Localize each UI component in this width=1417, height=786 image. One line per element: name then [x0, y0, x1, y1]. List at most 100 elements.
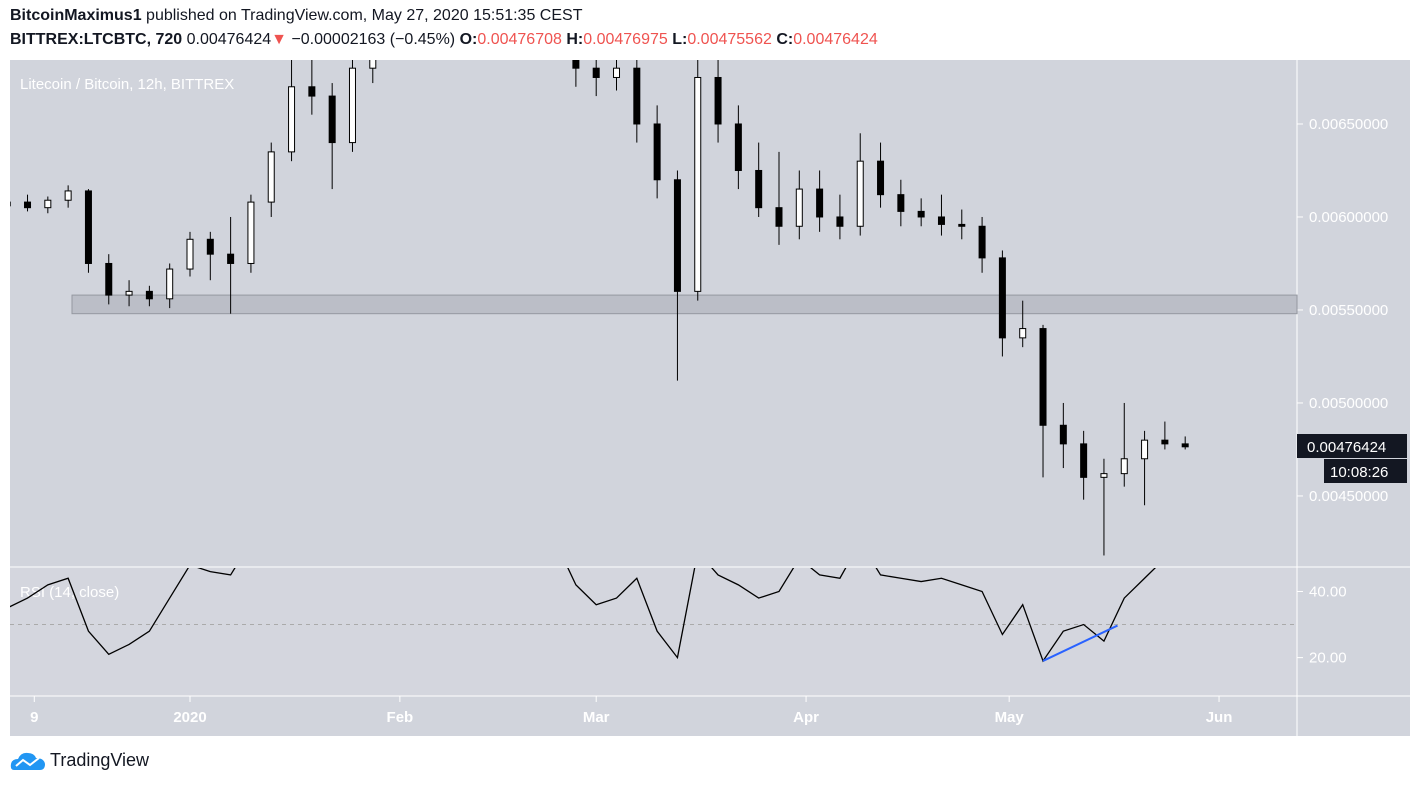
countdown-text: 10:08:26	[1330, 464, 1388, 481]
rsi-tick-label: 20.00	[1309, 650, 1347, 667]
candle	[653, 105, 661, 199]
candle-body	[1141, 439, 1149, 460]
candle	[1141, 430, 1149, 506]
candle-body	[369, 60, 377, 69]
rsi-pane	[10, 568, 1297, 696]
candles	[10, 0, 1189, 556]
candle-body	[795, 188, 803, 227]
candle	[247, 194, 255, 273]
time-axis[interactable]: 9 2020 Feb Mar Apr May Jun	[30, 696, 1232, 726]
candle-body	[1181, 443, 1189, 448]
candle-body	[755, 169, 763, 209]
symbol: BITTREX:LTCBTC, 720	[10, 31, 183, 48]
candle-body	[958, 223, 966, 227]
candle	[816, 170, 824, 232]
high-value: 0.00476975	[583, 31, 668, 48]
candle	[390, 0, 396, 31]
candle-body	[308, 86, 316, 97]
candle-body	[328, 95, 336, 144]
candle	[532, 0, 538, 12]
time-tick-label: Jun	[1206, 709, 1233, 726]
candle	[166, 263, 174, 309]
candle-body	[917, 210, 925, 218]
candle	[348, 60, 356, 152]
candle-body	[10, 201, 11, 207]
candle	[1039, 324, 1047, 478]
countdown-badge	[1324, 459, 1407, 483]
candle-body	[694, 76, 702, 292]
candle-body	[998, 257, 1006, 339]
candle-body	[572, 60, 580, 69]
low-label: L:	[672, 31, 688, 48]
rsi-line	[10, 568, 1156, 663]
candle-body	[592, 67, 600, 78]
price-axis[interactable]: 0.00650000 0.00600000 0.00550000 0.00500000…	[1297, 116, 1388, 667]
candle	[1100, 458, 1108, 556]
candle-body	[1100, 473, 1108, 478]
candle-body	[1120, 458, 1128, 475]
candle-body	[288, 86, 296, 153]
candle	[492, 0, 498, 3]
triangle-down-icon: ▼	[271, 31, 287, 48]
time-tick-label: Apr	[793, 709, 819, 726]
candle	[64, 185, 72, 208]
candle	[1161, 421, 1169, 450]
rsi-trendline[interactable]	[1042, 624, 1118, 662]
candle	[308, 60, 316, 115]
candle	[84, 189, 92, 273]
rsi-title: RSI (14, close)	[20, 584, 119, 601]
symbol-info: BITTREX:LTCBTC, 720 0.00476424▼ −0.00002…	[10, 31, 878, 49]
author-name[interactable]: BitcoinMaximus1	[10, 7, 142, 24]
support-zone[interactable]	[71, 294, 1298, 315]
candle	[836, 194, 844, 240]
candle-body	[227, 253, 235, 264]
candle	[206, 231, 214, 281]
candle-body	[84, 190, 92, 264]
candle	[978, 216, 986, 273]
open-value: 0.00476708	[477, 31, 562, 48]
low-value: 0.00475562	[687, 31, 772, 48]
candle	[1059, 402, 1067, 469]
time-tick-label: 2020	[173, 709, 206, 726]
candle	[897, 179, 905, 227]
candle	[958, 209, 966, 240]
candle-body	[348, 67, 356, 144]
price-tick-label: 0.00600000	[1309, 209, 1388, 226]
candle	[512, 0, 518, 12]
candle	[775, 151, 783, 245]
close-label: C:	[776, 31, 794, 48]
candle-body	[145, 290, 153, 300]
candle	[633, 60, 641, 143]
tradingview-brand[interactable]: TradingView	[10, 749, 149, 771]
chart-title: Litecoin / Bitcoin, 12h, BITTREX	[20, 76, 234, 93]
candle	[998, 250, 1006, 357]
candle-body	[44, 199, 52, 209]
candle-body	[673, 179, 681, 292]
candle-body	[836, 216, 844, 227]
publish-info: BitcoinMaximus1 published on TradingView…	[10, 7, 582, 25]
candle-body	[1161, 439, 1169, 445]
candle	[1181, 436, 1189, 450]
candle-body	[206, 238, 214, 255]
candle-body	[166, 268, 174, 300]
candle	[592, 60, 600, 97]
candle	[44, 196, 52, 214]
candle	[795, 170, 803, 240]
price-tick-label: 0.00550000	[1309, 302, 1388, 319]
high-label: H:	[566, 31, 584, 48]
time-tick-label: Feb	[387, 709, 414, 726]
last-price: 0.00476424	[186, 31, 272, 48]
candle	[553, 0, 559, 31]
candle	[328, 83, 336, 190]
candle	[10, 201, 11, 207]
last-price-badge	[1297, 434, 1407, 458]
candle-body	[856, 160, 864, 227]
candle	[105, 254, 113, 305]
last-price-badge-text: 0.00476424	[1307, 439, 1386, 456]
close-value: 0.00476424	[793, 31, 878, 48]
candle-body	[613, 67, 621, 78]
candle	[877, 142, 885, 208]
candle	[1080, 430, 1088, 500]
candle-body	[267, 151, 275, 203]
